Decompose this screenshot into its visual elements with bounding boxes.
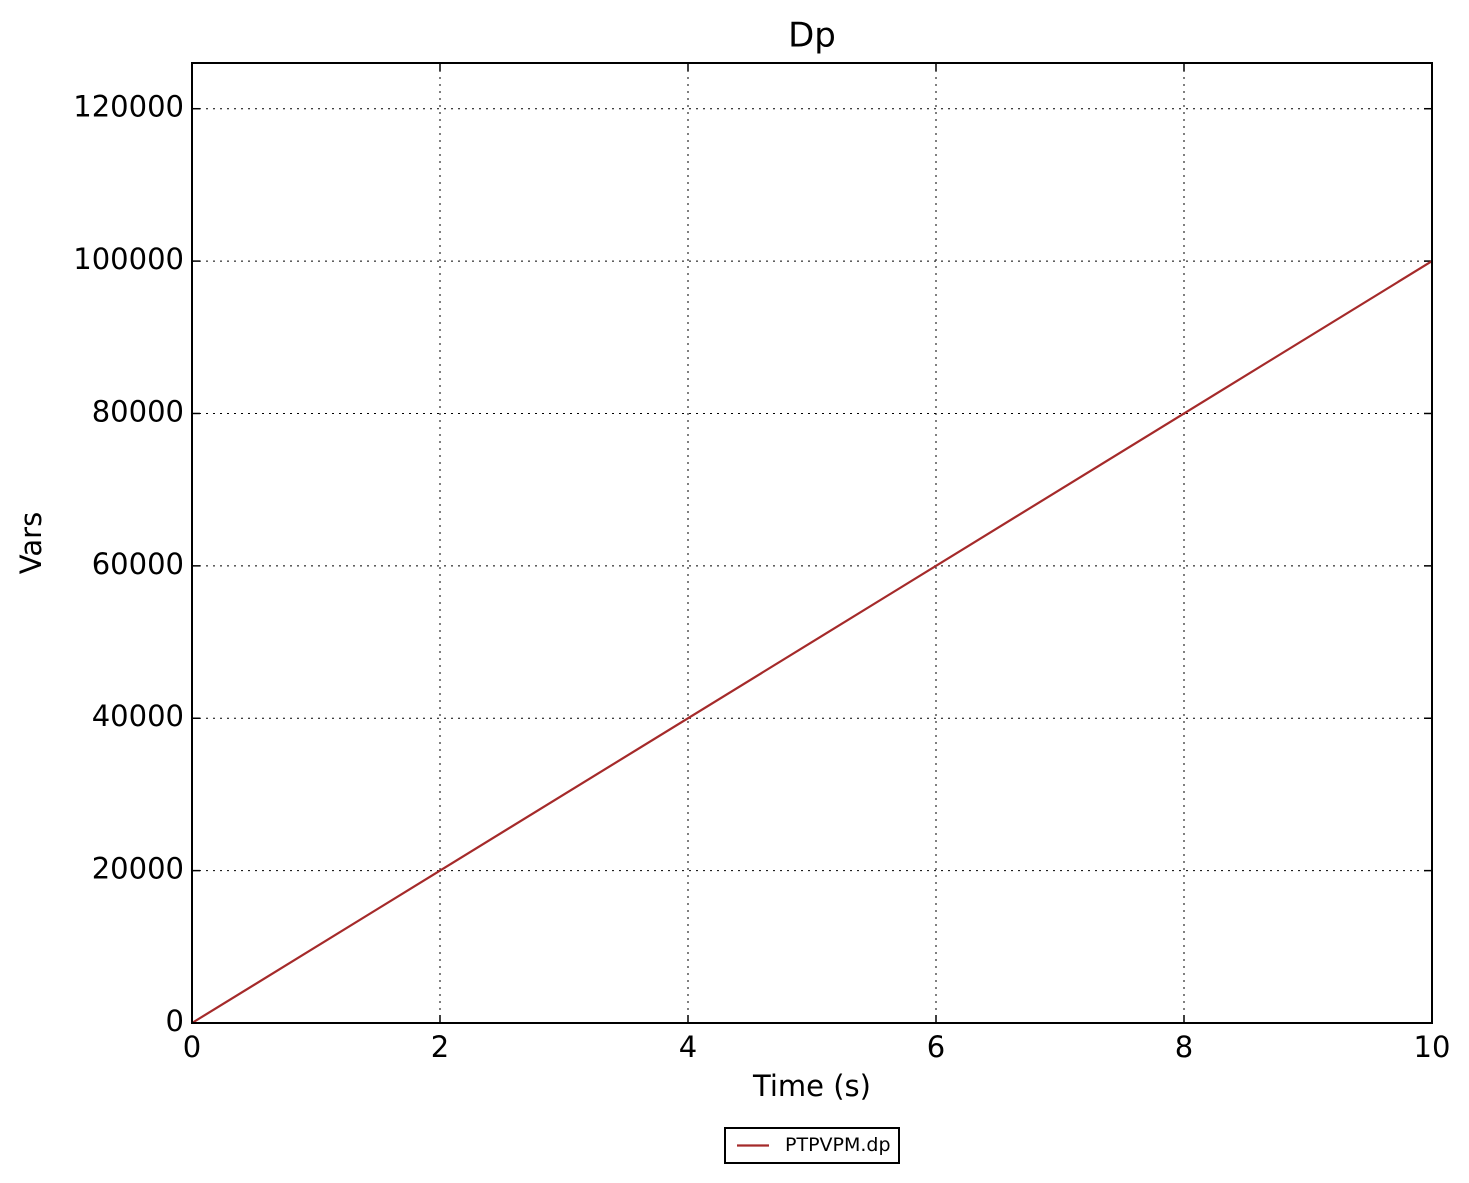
y-tick-label: 40000 xyxy=(92,699,184,733)
x-tick-label: 0 xyxy=(183,1030,201,1064)
x-axis-label: Time (s) xyxy=(752,1069,871,1103)
plot-frame xyxy=(191,62,1433,1024)
x-tick-label: 8 xyxy=(1175,1030,1193,1064)
y-tick-label: 80000 xyxy=(92,394,184,428)
y-tick-label: 60000 xyxy=(92,547,184,581)
y-axis-label: Vars xyxy=(14,512,48,574)
y-tick-label: 0 xyxy=(166,1004,184,1038)
y-tick-label: 120000 xyxy=(73,90,184,124)
x-tick-label: 6 xyxy=(927,1030,945,1064)
chart-title: Dp xyxy=(788,16,836,56)
y-tick-label: 20000 xyxy=(92,852,184,886)
y-tick-label: 100000 xyxy=(73,242,184,276)
data-line xyxy=(191,260,1433,1024)
x-tick-label: 4 xyxy=(679,1030,697,1064)
legend-label: PTPVPM.dp xyxy=(785,1134,891,1156)
x-tick-label: 2 xyxy=(431,1030,449,1064)
x-tick-label: 10 xyxy=(1414,1030,1451,1064)
